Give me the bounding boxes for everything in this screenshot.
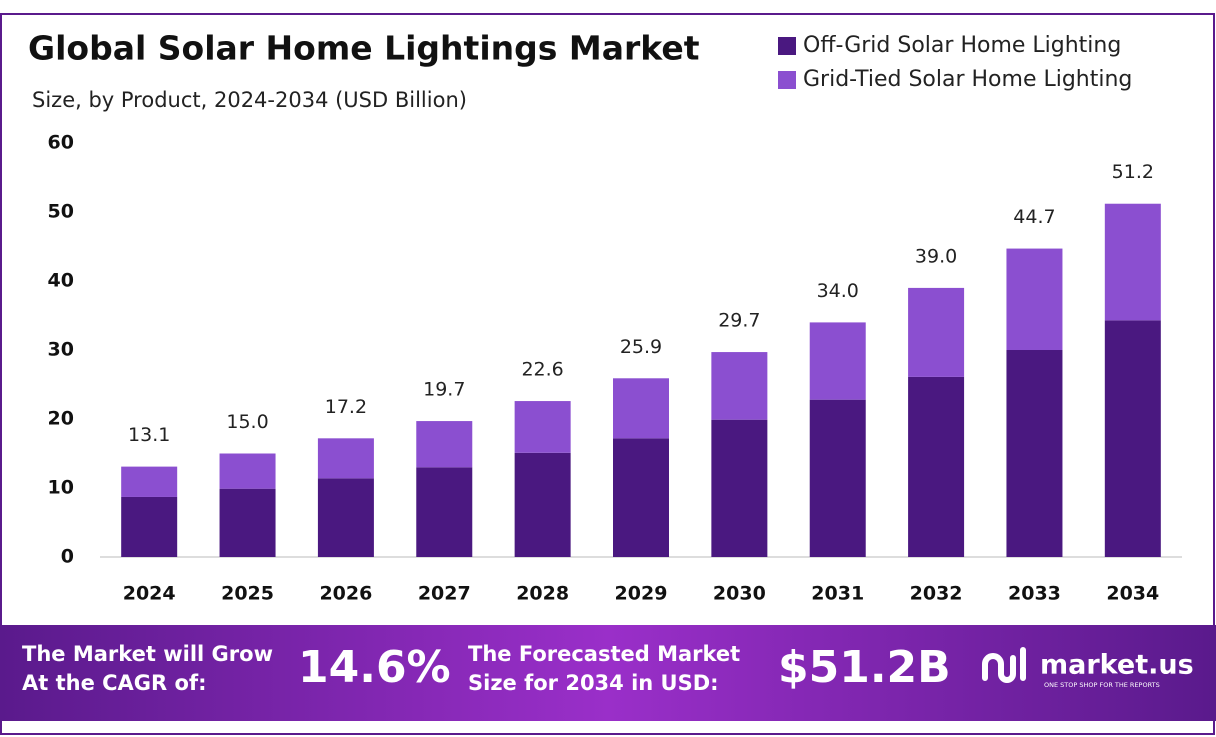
- bar-segment: [317, 478, 374, 557]
- legend-label: Off-Grid Solar Home Lighting: [803, 33, 1121, 58]
- y-tick-label: 20: [48, 408, 74, 430]
- total-label: 13.1: [128, 424, 170, 446]
- y-tick-label: 50: [48, 201, 74, 223]
- total-label: 25.9: [620, 336, 662, 358]
- chart-title: Global Solar Home Lightings Market: [28, 29, 700, 68]
- bar-segment: [1104, 320, 1161, 557]
- bar-segment: [711, 352, 768, 420]
- bar-segment: [416, 467, 473, 557]
- x-tick-label: 2034: [1106, 583, 1159, 605]
- bar-segment: [1104, 203, 1161, 321]
- x-tick-label: 2025: [221, 583, 274, 605]
- total-label: 39.0: [915, 245, 957, 267]
- x-tick-label: 2029: [615, 583, 668, 605]
- legend-label: Grid-Tied Solar Home Lighting: [803, 67, 1132, 92]
- bar-segment: [809, 399, 866, 557]
- bar-segment: [121, 496, 178, 557]
- x-tick-label: 2033: [1008, 583, 1061, 605]
- bar-segment: [416, 421, 473, 468]
- footer-value: 14.6%: [298, 642, 451, 693]
- brand: market.us: [1040, 650, 1194, 681]
- bar-segment: [613, 438, 669, 557]
- total-label: 34.0: [817, 280, 859, 302]
- total-label: 29.7: [718, 310, 760, 332]
- y-tick-label: 0: [61, 546, 74, 568]
- bar-segment: [514, 401, 571, 453]
- y-tick-label: 30: [48, 339, 74, 361]
- bar-segment: [317, 438, 374, 479]
- total-label: 19.7: [423, 379, 465, 401]
- chart-subtitle: Size, by Product, 2024-2034 (USD Billion…: [32, 88, 467, 112]
- total-label: 17.2: [325, 396, 367, 418]
- x-tick-label: 2026: [319, 583, 372, 605]
- x-tick-label: 2032: [910, 583, 963, 605]
- frame: [0, 13, 1215, 735]
- footer-text: At the CAGR of:: [22, 671, 207, 695]
- y-tick-label: 60: [48, 132, 74, 154]
- x-tick-label: 2028: [516, 583, 569, 605]
- logo-icon: [982, 647, 1026, 683]
- bar-segment: [219, 488, 276, 557]
- total-label: 44.7: [1013, 206, 1055, 228]
- x-tick-label: 2030: [713, 583, 766, 605]
- bar-segment: [809, 322, 866, 400]
- bar-segment: [1006, 350, 1063, 557]
- footer-value: $51.2B: [778, 642, 951, 693]
- bar-segment: [121, 466, 178, 497]
- legend-swatch: [778, 37, 796, 55]
- bar-segment: [613, 378, 669, 439]
- total-label: 51.2: [1112, 161, 1154, 183]
- bar-segment: [514, 452, 571, 557]
- legend-swatch: [778, 71, 796, 89]
- total-label: 22.6: [521, 359, 563, 381]
- bar-segment: [219, 453, 276, 489]
- y-tick-label: 40: [48, 270, 74, 292]
- bar-segment: [908, 287, 965, 377]
- bar-segment: [711, 419, 768, 557]
- y-tick-label: 10: [48, 477, 74, 499]
- tagline: ONE STOP SHOP FOR THE REPORTS: [1044, 681, 1160, 689]
- footer-text: Size for 2034 in USD:: [468, 671, 719, 695]
- bar-segment: [908, 376, 965, 557]
- x-tick-label: 2031: [811, 583, 864, 605]
- footer-text: The Market will Grow: [22, 642, 273, 666]
- x-tick-label: 2024: [123, 583, 176, 605]
- footer-text: The Forecasted Market: [468, 642, 740, 666]
- total-label: 15.0: [226, 411, 268, 433]
- bar-segment: [1006, 248, 1063, 350]
- x-tick-label: 2027: [418, 583, 471, 605]
